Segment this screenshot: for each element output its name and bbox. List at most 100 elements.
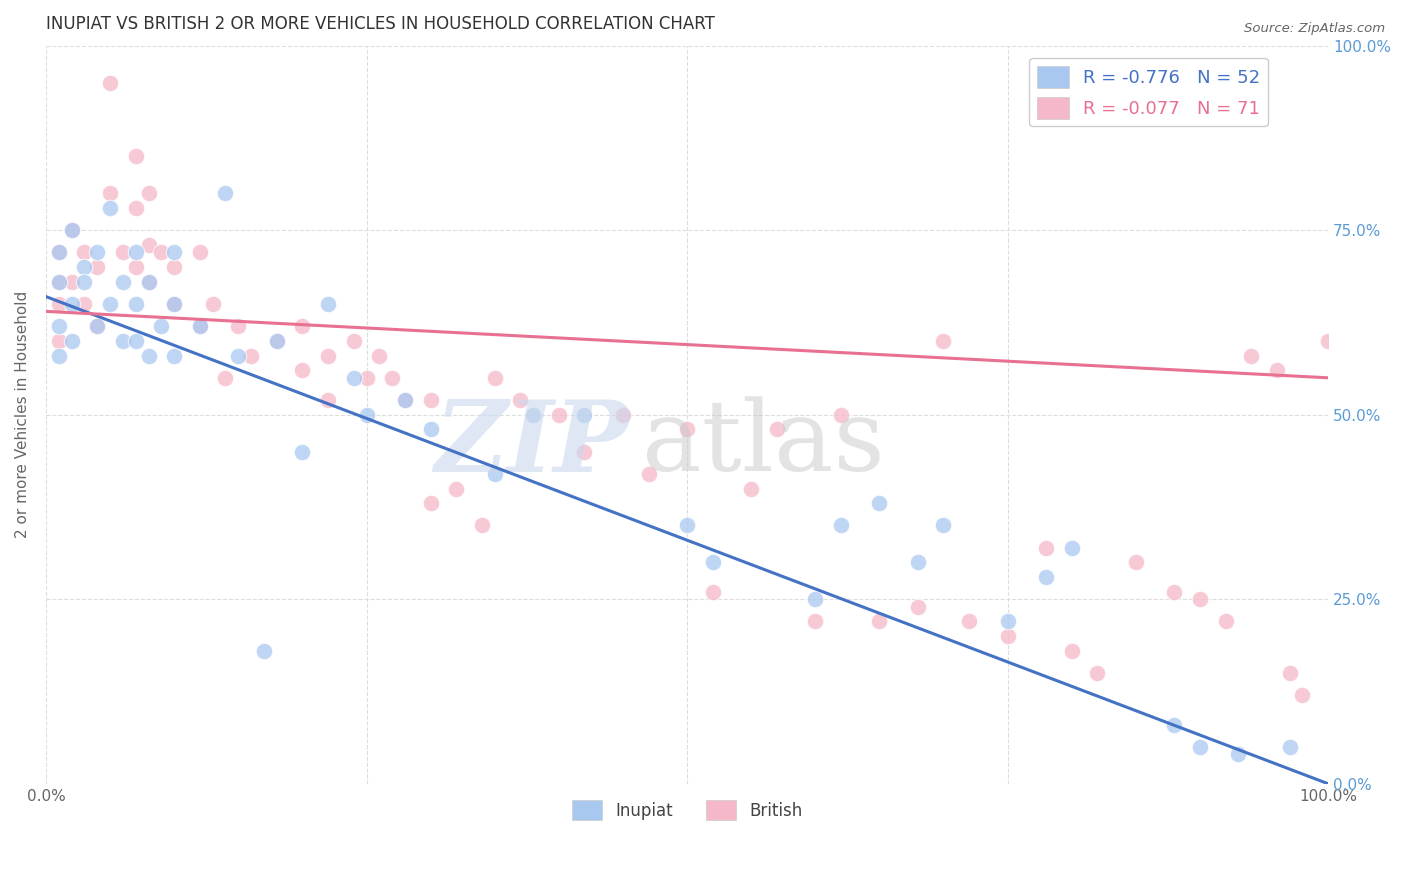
Point xyxy=(226,349,249,363)
Point xyxy=(804,615,827,629)
Point xyxy=(830,408,852,422)
Point xyxy=(125,334,148,348)
Point xyxy=(509,392,531,407)
Point xyxy=(316,392,339,407)
Point xyxy=(932,334,955,348)
Point xyxy=(240,349,263,363)
Point xyxy=(125,260,148,274)
Point xyxy=(574,408,596,422)
Point xyxy=(226,319,249,334)
Point xyxy=(740,482,762,496)
Point xyxy=(86,319,108,334)
Point xyxy=(291,319,314,334)
Point xyxy=(98,76,121,90)
Point xyxy=(73,297,96,311)
Point xyxy=(291,444,314,458)
Point xyxy=(60,275,83,289)
Point xyxy=(125,245,148,260)
Point xyxy=(188,319,211,334)
Text: Source: ZipAtlas.com: Source: ZipAtlas.com xyxy=(1244,22,1385,36)
Point xyxy=(138,349,160,363)
Point xyxy=(997,615,1019,629)
Point xyxy=(907,599,929,614)
Point xyxy=(48,245,70,260)
Point xyxy=(394,392,416,407)
Point xyxy=(804,592,827,607)
Point xyxy=(73,260,96,274)
Point xyxy=(997,629,1019,643)
Point xyxy=(111,245,134,260)
Point xyxy=(214,186,236,201)
Point xyxy=(343,371,366,385)
Point xyxy=(138,275,160,289)
Point xyxy=(291,363,314,377)
Point xyxy=(1188,739,1211,754)
Point xyxy=(138,275,160,289)
Point xyxy=(163,297,186,311)
Point xyxy=(419,496,441,510)
Point xyxy=(1035,541,1057,555)
Point xyxy=(316,297,339,311)
Text: INUPIAT VS BRITISH 2 OR MORE VEHICLES IN HOUSEHOLD CORRELATION CHART: INUPIAT VS BRITISH 2 OR MORE VEHICLES IN… xyxy=(46,15,714,33)
Point xyxy=(1317,334,1340,348)
Point xyxy=(86,260,108,274)
Point xyxy=(316,349,339,363)
Point xyxy=(98,201,121,215)
Point xyxy=(48,297,70,311)
Point xyxy=(125,149,148,163)
Point xyxy=(957,615,980,629)
Point xyxy=(830,518,852,533)
Point xyxy=(356,408,378,422)
Point xyxy=(214,371,236,385)
Point xyxy=(446,482,468,496)
Point xyxy=(1188,592,1211,607)
Point xyxy=(1163,717,1185,731)
Point xyxy=(48,334,70,348)
Point xyxy=(356,371,378,385)
Point xyxy=(1215,615,1237,629)
Point xyxy=(98,186,121,201)
Point xyxy=(60,297,83,311)
Point xyxy=(702,584,724,599)
Point xyxy=(471,518,494,533)
Point xyxy=(868,496,890,510)
Point xyxy=(266,334,288,348)
Point xyxy=(150,245,173,260)
Point xyxy=(419,392,441,407)
Point xyxy=(266,334,288,348)
Point xyxy=(201,297,224,311)
Point xyxy=(48,275,70,289)
Point xyxy=(484,467,506,481)
Point xyxy=(163,297,186,311)
Point xyxy=(48,245,70,260)
Point xyxy=(138,238,160,252)
Point xyxy=(368,349,391,363)
Point xyxy=(1291,688,1313,702)
Point xyxy=(522,408,544,422)
Point xyxy=(48,349,70,363)
Point xyxy=(547,408,569,422)
Point xyxy=(381,371,404,385)
Point xyxy=(125,297,148,311)
Point xyxy=(932,518,955,533)
Point xyxy=(86,319,108,334)
Point xyxy=(163,349,186,363)
Point xyxy=(1163,584,1185,599)
Point xyxy=(1060,541,1083,555)
Point xyxy=(765,422,787,436)
Point xyxy=(48,275,70,289)
Point xyxy=(73,275,96,289)
Point xyxy=(60,334,83,348)
Point xyxy=(1125,555,1147,569)
Point xyxy=(1265,363,1288,377)
Point xyxy=(676,422,699,436)
Text: atlas: atlas xyxy=(643,396,884,492)
Point xyxy=(163,260,186,274)
Legend: Inupiat, British: Inupiat, British xyxy=(565,793,810,827)
Point xyxy=(188,245,211,260)
Point xyxy=(1085,666,1108,681)
Point xyxy=(1060,644,1083,658)
Point xyxy=(188,319,211,334)
Point xyxy=(1278,666,1301,681)
Point xyxy=(86,245,108,260)
